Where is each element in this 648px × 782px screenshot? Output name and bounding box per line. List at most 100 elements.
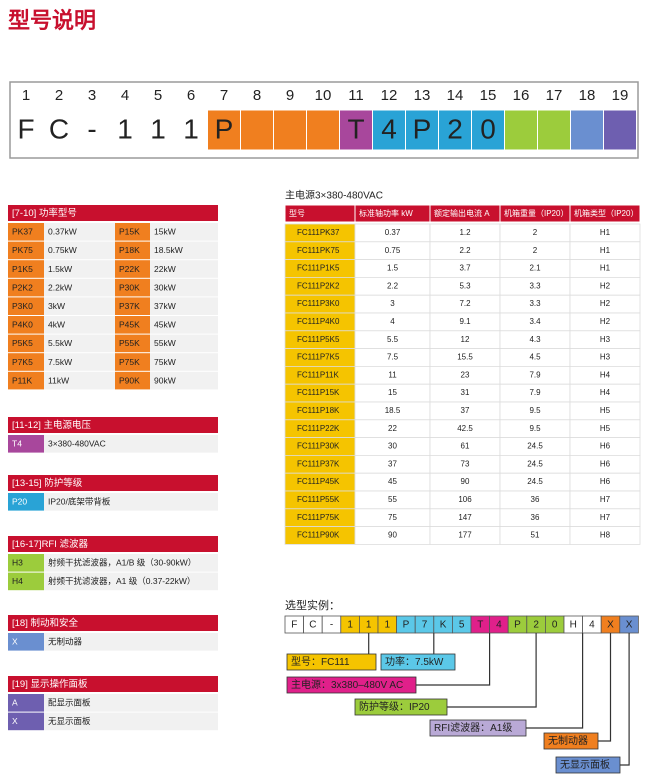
value-cell xyxy=(150,334,218,353)
code-char: 1 xyxy=(183,113,199,144)
data-value: H7 xyxy=(600,513,611,522)
section-header-bg xyxy=(8,417,218,433)
value-cell xyxy=(44,278,115,297)
position-number: 7 xyxy=(220,87,228,104)
code-label: P45K xyxy=(119,320,140,330)
model-label: FC111P7K5 xyxy=(297,353,340,362)
position-number: 5 xyxy=(154,87,162,104)
value-cell xyxy=(150,260,218,278)
example-char: 7 xyxy=(422,620,428,631)
value-cell xyxy=(44,223,115,241)
section-header-bg xyxy=(8,205,218,221)
data-value: H2 xyxy=(600,281,611,290)
position-number: 10 xyxy=(315,87,332,104)
data-value: 4.5 xyxy=(529,353,541,362)
data-value: 18.5 xyxy=(385,406,401,415)
code-cell xyxy=(504,109,538,151)
code-cell xyxy=(115,278,150,297)
value-cell xyxy=(150,353,218,371)
code-cell xyxy=(405,109,439,151)
callout-box xyxy=(354,698,448,716)
data-value: 2.2 xyxy=(387,281,399,290)
value-label: IP20/底架带背板 xyxy=(48,497,111,507)
callout-text: 无制动器 xyxy=(548,734,588,747)
data-value: 1.2 xyxy=(459,228,471,237)
value-label: 配显示面板 xyxy=(48,698,91,708)
example-char: - xyxy=(330,620,333,631)
value-label: 2.2kW xyxy=(48,282,72,292)
data-value: H8 xyxy=(600,531,611,540)
model-label: FC111P2K2 xyxy=(297,281,340,290)
model-label: FC111P75K xyxy=(297,513,340,522)
code-label: H4 xyxy=(12,576,23,586)
value-label: 0.75kW xyxy=(48,245,77,255)
data-value: 2 xyxy=(533,228,538,237)
callout-text: 型号：FC111 xyxy=(291,655,350,668)
code-cell xyxy=(115,334,150,353)
code-label: X xyxy=(12,716,18,726)
data-value: H6 xyxy=(600,477,611,486)
position-number: 2 xyxy=(55,87,63,104)
code-cell xyxy=(115,260,150,278)
value-label: 1.5kW xyxy=(48,264,72,274)
code-label: P11K xyxy=(12,375,32,385)
position-number: 6 xyxy=(187,87,195,104)
code-cell xyxy=(8,435,44,453)
data-value: 36 xyxy=(531,513,540,522)
callout-text: RFI滤波器：A1级 xyxy=(434,721,512,734)
code-cell xyxy=(115,223,150,241)
model-label: FC111P3K0 xyxy=(297,299,340,308)
value-cell xyxy=(150,316,218,334)
value-label: 90kW xyxy=(154,375,176,385)
value-label: 30kW xyxy=(154,282,176,292)
model-label: FC111PK75 xyxy=(297,246,340,255)
code-cell xyxy=(537,109,571,151)
connector xyxy=(598,633,612,742)
data-value: H4 xyxy=(600,370,611,379)
code-cell xyxy=(306,109,340,151)
code-char: 2 xyxy=(447,113,463,144)
data-value: 42.5 xyxy=(457,424,473,433)
data-value: 30 xyxy=(388,442,397,451)
callout-text: 主电源：3x380–480V AC xyxy=(291,678,403,691)
data-value: 90 xyxy=(388,531,397,540)
example-char: X xyxy=(607,620,614,631)
code-char: P xyxy=(215,113,234,144)
data-value: H6 xyxy=(600,459,611,468)
example-char: 2 xyxy=(533,620,539,631)
model-label: FC111P18K xyxy=(297,406,340,415)
connector xyxy=(526,633,584,729)
position-number: 19 xyxy=(612,87,629,104)
code-char: 4 xyxy=(381,113,397,144)
data-value: 9.5 xyxy=(529,406,541,415)
example-char: P xyxy=(514,620,521,631)
data-value: 2.2 xyxy=(459,246,471,255)
section-header-bg xyxy=(8,676,218,692)
data-value: 61 xyxy=(461,442,470,451)
code-label: P55K xyxy=(119,338,140,348)
data-value: 7.9 xyxy=(529,388,541,397)
data-value: 0.37 xyxy=(385,228,401,237)
value-cell xyxy=(44,241,115,260)
header-label: 额定输出电流 A xyxy=(434,208,490,218)
position-number: 8 xyxy=(253,87,261,104)
value-cell xyxy=(44,712,218,731)
section-heading: [16-17]RFI 滤波器 xyxy=(12,538,89,550)
value-cell xyxy=(150,278,218,297)
code-cell xyxy=(8,241,44,260)
code-label: P37K xyxy=(119,301,140,311)
header-label: 标准轴功率 kW xyxy=(359,208,413,218)
value-label: 75kW xyxy=(154,357,176,367)
data-value: 7.5 xyxy=(387,353,399,362)
data-value: 0.75 xyxy=(385,246,401,255)
data-value: H5 xyxy=(600,424,611,433)
data-value: 37 xyxy=(388,459,397,468)
code-label: P4K0 xyxy=(12,320,33,330)
value-label: 11kW xyxy=(48,375,69,385)
code-cell xyxy=(603,109,637,151)
data-value: 1.5 xyxy=(387,264,399,273)
code-cell xyxy=(8,278,44,297)
value-label: 射频干扰滤波器，A1/B 级（30-90kW） xyxy=(48,558,196,568)
code-label: P7K5 xyxy=(12,357,33,367)
code-cell xyxy=(8,353,44,371)
